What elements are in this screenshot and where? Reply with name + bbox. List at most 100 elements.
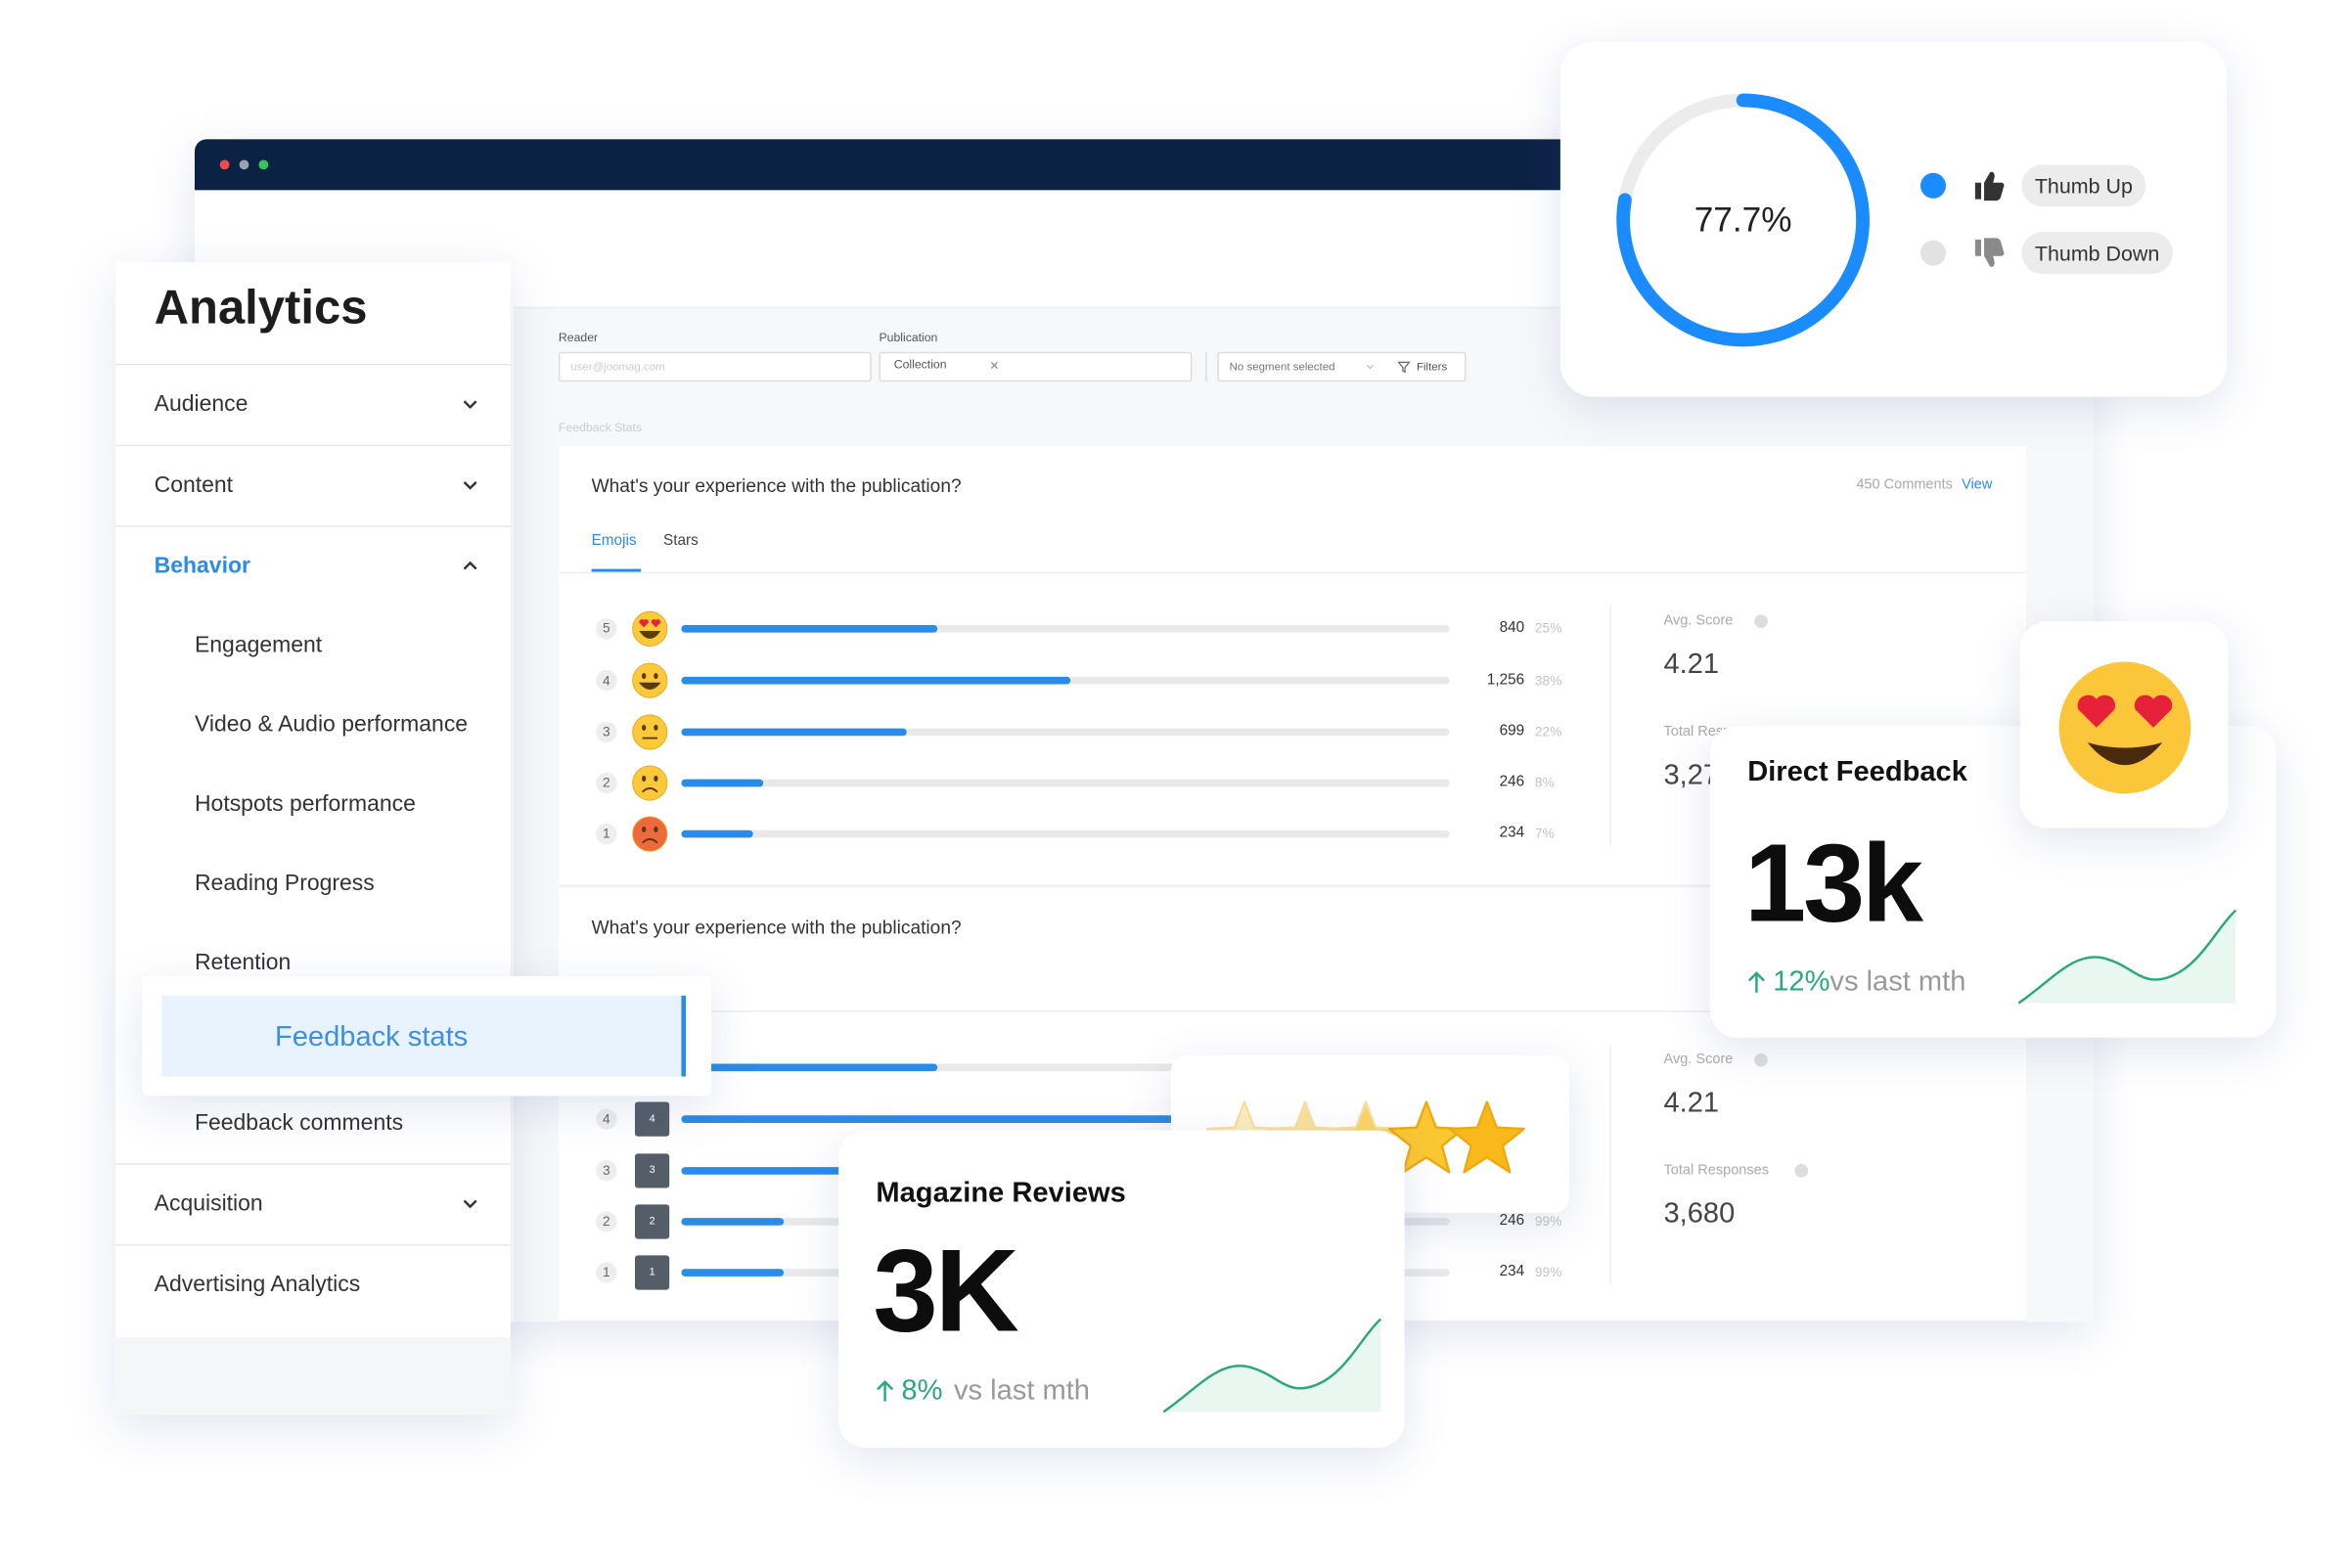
sidebar-title: Analytics (154, 280, 368, 335)
total-value: 3,27 (1663, 759, 1720, 791)
rating-box (634, 1255, 670, 1290)
rating-badge (596, 823, 617, 845)
emoji-face (2058, 661, 2191, 794)
reader-placeholder: user@joomag.com (570, 359, 665, 374)
nav-item-active[interactable]: Feedback stats (274, 1021, 469, 1053)
emoji-eye (642, 673, 647, 680)
segment-value: No segment selected (1229, 359, 1335, 374)
nav-divider (114, 1163, 511, 1165)
metric-change: 8% (901, 1374, 943, 1408)
window-dot (219, 159, 230, 170)
legend-label: Thumb Down (2034, 241, 2160, 265)
stats-divider (1609, 605, 1611, 846)
publication-input[interactable] (879, 351, 1193, 382)
chevron-icon (463, 1199, 477, 1209)
segment-select[interactable] (1217, 351, 1467, 382)
nav-section[interactable]: Audience (154, 391, 248, 418)
emoji-eye (651, 619, 661, 628)
metric-change: 12% (1773, 966, 1830, 999)
filter-divider (1205, 351, 1207, 382)
filters-button[interactable]: Filters (1416, 359, 1448, 374)
clear-icon (990, 361, 998, 369)
thumb-down-icon (1974, 238, 2005, 267)
bar-fill (681, 1115, 1194, 1123)
avg-score: 4.21 (1663, 1087, 1720, 1120)
emoji-eye (654, 775, 658, 782)
nav-item[interactable]: Engagement (194, 632, 323, 658)
active-item[interactable] (161, 995, 687, 1077)
legend-label: Thumb Up (2034, 173, 2133, 199)
bar-fill (681, 1218, 785, 1226)
emoji-eye (654, 826, 658, 833)
response-percent: 25% (1534, 620, 1562, 636)
help-icon (1754, 614, 1768, 629)
rating-badge (596, 669, 617, 692)
heart-eye (2134, 694, 2173, 728)
emoji-mouth (639, 682, 661, 690)
nav-item[interactable]: Video & Audio performance (194, 711, 469, 738)
response-percent: 99% (1534, 1213, 1562, 1229)
nav-section[interactable]: Advertising Analytics (154, 1272, 361, 1298)
rating-box (634, 1153, 670, 1188)
rating-box-number: 2 (649, 1216, 655, 1228)
stats-divider (1609, 1045, 1611, 1285)
tab[interactable]: Stars (663, 532, 699, 550)
chevron-icon (463, 400, 477, 410)
donut-arc (1616, 93, 1870, 347)
rating-box-number: 4 (649, 1113, 655, 1125)
response-count: 840 (1499, 619, 1525, 637)
nav-section[interactable]: Content (154, 471, 234, 498)
view-link[interactable]: View (1962, 476, 1993, 493)
tab-active[interactable]: Emojis (591, 532, 637, 550)
publication-label: Publication (879, 331, 938, 345)
nav-item[interactable]: Hotspots performance (194, 790, 416, 817)
metric-compare: vs last mth (1829, 966, 1966, 999)
bar-fill (681, 676, 1071, 685)
nav-item[interactable]: Reading Progress (194, 871, 375, 897)
rating-number: 4 (603, 1110, 610, 1127)
legend-dot (1920, 172, 1947, 199)
bar-fill (681, 829, 753, 838)
reader-input[interactable] (558, 351, 872, 382)
nav-item[interactable]: Retention (194, 950, 292, 976)
nav-divider (114, 444, 511, 447)
sparkline-area (2018, 910, 2236, 1004)
bar-fill (681, 1269, 785, 1277)
bar-fill (681, 625, 938, 633)
help-icon (1794, 1164, 1809, 1178)
nav-section[interactable]: Acquisition (154, 1190, 263, 1217)
legend-dot (1920, 240, 1947, 266)
rating-number: 2 (603, 1213, 610, 1229)
response-count: 246 (1499, 774, 1525, 791)
rating-box (634, 1101, 670, 1137)
nav-divider (114, 525, 511, 527)
tab-underline (591, 568, 642, 572)
chevron-icon (463, 480, 477, 490)
emoji-face (632, 816, 668, 852)
trend-arrow (877, 1380, 894, 1402)
metric-value: 3K (873, 1225, 1019, 1357)
window-dot (239, 159, 249, 170)
thumbs-card (1559, 41, 2228, 397)
rating-number: 4 (603, 672, 610, 688)
total-value: 3,680 (1663, 1198, 1736, 1231)
emoji-eye (654, 673, 658, 680)
panel-question: What's your experience with the publicat… (591, 475, 962, 497)
avg-score-label: Avg. Score (1663, 612, 1734, 630)
rating-number: 3 (603, 1162, 610, 1178)
response-percent: 8% (1534, 775, 1555, 790)
nav-section-active[interactable]: Behavior (154, 553, 250, 579)
nav-item[interactable]: Feedback comments (194, 1109, 404, 1136)
rating-number: 2 (603, 775, 610, 790)
panel-question: What's your experience with the publicat… (591, 917, 962, 939)
rating-badge (596, 721, 617, 743)
heart-eye (2077, 694, 2116, 728)
